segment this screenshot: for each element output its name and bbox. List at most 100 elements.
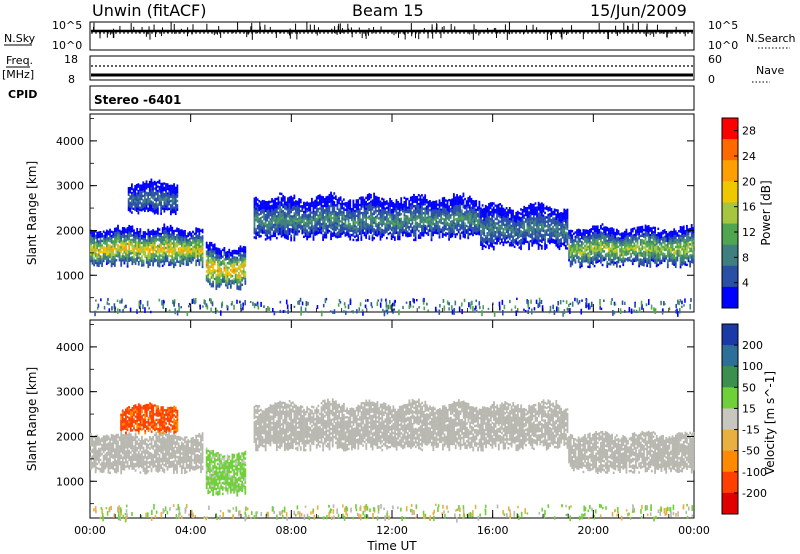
echo-cell [200, 247, 202, 251]
echo-cell [290, 219, 293, 222]
echo-cell [568, 256, 570, 260]
echo-cell [272, 208, 275, 211]
echo-cell [462, 215, 465, 218]
echo-cell [357, 223, 360, 226]
echo-cell [556, 239, 559, 242]
echo-cell [96, 259, 99, 263]
echo-cell [355, 199, 358, 202]
echo-cell [349, 229, 352, 232]
echo-cell [376, 198, 379, 202]
echo-cell [505, 230, 508, 234]
echo-cell [271, 234, 273, 238]
echo-cell [531, 221, 534, 225]
echo-cell [416, 206, 419, 210]
echo-cell [504, 236, 506, 240]
echo-cell [483, 244, 486, 248]
echo-cell [536, 226, 538, 229]
echo-cell [109, 246, 111, 250]
echo-cell [210, 250, 213, 253]
echo-cell [389, 231, 391, 235]
echo-cell [193, 237, 196, 240]
echo-cell [569, 249, 572, 252]
echo-cell [462, 212, 465, 216]
echo-cell [134, 238, 137, 241]
echo-cell [483, 227, 486, 230]
echo-cell [352, 206, 355, 209]
echo-cell [457, 209, 460, 212]
echo-cell [411, 217, 414, 221]
echo-cell [518, 246, 521, 249]
echo-cell [481, 241, 484, 244]
echo-cell [560, 233, 562, 237]
echo-cell [470, 202, 473, 205]
echo-cell [566, 232, 569, 235]
echo-cell [550, 218, 553, 222]
echo-cell [215, 283, 218, 286]
echo-cell [229, 262, 232, 266]
echo-cell [93, 237, 95, 240]
echo-cell [451, 209, 454, 212]
echo-cell [520, 230, 522, 233]
echo-cell [212, 254, 215, 258]
echo-cell [279, 221, 281, 224]
echo-cell [336, 231, 339, 235]
echo-cell [553, 221, 556, 225]
echo-cell [174, 263, 177, 267]
echo-cell [272, 232, 275, 235]
echo-cell [352, 238, 355, 242]
echo-cell [521, 220, 524, 223]
echo-cell [115, 254, 118, 257]
echo-cell [147, 263, 150, 266]
echo-cell [263, 229, 265, 232]
echo-cell [93, 261, 95, 265]
echo-cell [441, 226, 444, 229]
echo-cell [188, 248, 191, 252]
echo-cell [253, 227, 256, 231]
echo-cell [398, 229, 401, 232]
echo-cell [207, 266, 210, 270]
echo-cell [153, 244, 156, 247]
echo-cell [110, 249, 113, 253]
echo-cell [145, 182, 148, 186]
echo-cell [176, 240, 178, 244]
echo-cell [253, 229, 256, 233]
echo-cell [408, 210, 411, 214]
echo-cell [576, 242, 578, 246]
echo-cell [168, 250, 170, 253]
echo-cell [568, 259, 570, 262]
echo-cell [467, 230, 470, 233]
echo-cell [152, 229, 155, 232]
echo-cell [298, 217, 301, 220]
echo-cell [499, 231, 502, 234]
echo-cell [223, 253, 226, 257]
echo-cell [217, 271, 219, 275]
echo-cell [409, 198, 412, 202]
echo-cell [255, 198, 257, 202]
echo-cell [314, 206, 316, 209]
echo-cell [346, 228, 348, 232]
echo-cell [231, 250, 234, 253]
echo-cell [406, 219, 409, 223]
echo-cell [296, 233, 299, 236]
echo-cell [497, 226, 500, 229]
echo-cell [283, 224, 286, 228]
echo-cell [354, 224, 356, 228]
echo-cell [184, 257, 186, 261]
echo-cell [451, 204, 454, 208]
echo-cell [148, 180, 151, 184]
echo-cell [363, 227, 366, 230]
echo-cell [449, 203, 452, 206]
echo-cell [508, 226, 511, 230]
echo-cell [130, 187, 133, 191]
echo-cell [208, 267, 211, 271]
echo-cell [389, 202, 391, 205]
echo-cell [135, 196, 138, 200]
echo-cell [293, 230, 296, 233]
echo-cell [96, 246, 99, 250]
echo-cell [507, 220, 510, 223]
echo-cell [242, 270, 245, 273]
echo-cell [550, 240, 553, 244]
echo-cell [539, 230, 542, 233]
echo-cell [110, 262, 113, 266]
echo-cell [145, 243, 148, 247]
